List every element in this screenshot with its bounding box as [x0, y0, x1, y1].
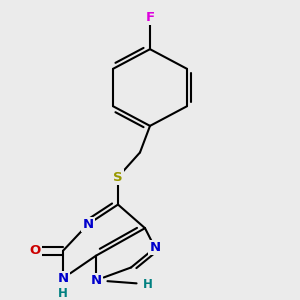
Text: H: H [143, 278, 153, 291]
Text: N: N [149, 241, 161, 254]
Text: H: H [58, 286, 68, 300]
Text: N: N [82, 218, 94, 231]
Text: O: O [29, 244, 40, 257]
Text: N: N [90, 274, 102, 287]
Text: N: N [57, 272, 69, 285]
Text: F: F [146, 11, 154, 24]
Text: S: S [113, 170, 123, 184]
